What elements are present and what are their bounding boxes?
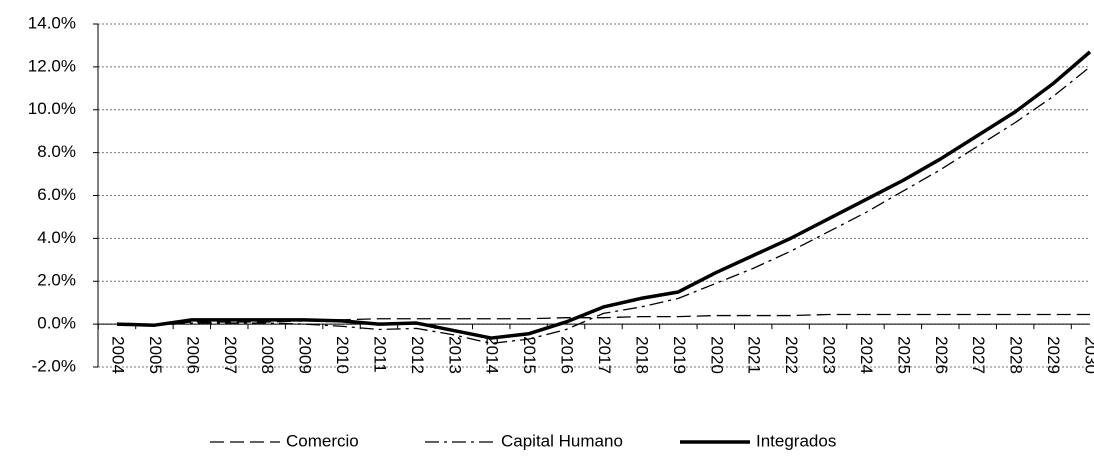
x-tick-label: 2028 [1007,336,1026,374]
y-tick-label: 12.0% [28,56,76,75]
x-tick-label: 2008 [258,336,277,374]
legend-label: Capital Humano [501,431,623,450]
x-tick-label: 2015 [520,336,539,374]
y-tick-label: 6.0% [37,185,76,204]
y-tick-label: 10.0% [28,99,76,118]
x-tick-label: 2010 [333,336,352,374]
y-tick-label: 4.0% [37,228,76,247]
x-tick-label: 2004 [109,336,128,374]
x-tick-label: 2016 [558,336,577,374]
x-tick-label: 2021 [745,336,764,374]
x-tick-label: 2027 [969,336,988,374]
x-tick-label: 2025 [894,336,913,374]
x-tick-label: 2012 [408,336,427,374]
y-tick-label: 2.0% [37,271,76,290]
y-tick-label: -2.0% [32,356,76,375]
y-tick-label: 14.0% [28,13,76,32]
series-line [116,50,1092,340]
y-tick-label: 8.0% [37,142,76,161]
legend-label: Integrados [756,431,836,450]
x-tick-label: 2030 [1082,336,1094,374]
x-tick-label: 2007 [221,336,240,374]
series-line [116,66,1091,345]
x-tick-label: 2024 [857,336,876,374]
x-tick-label: 2011 [370,336,389,373]
x-tick-label: 2014 [483,336,502,374]
x-tick-label: 2022 [782,336,801,374]
x-tick-label: 2020 [707,336,726,374]
x-tick-label: 2019 [670,336,689,374]
x-tick-label: 2005 [146,336,165,374]
x-tick-label: 2013 [445,336,464,374]
y-tick-label: 0.0% [37,314,76,333]
x-tick-label: 2029 [1044,336,1063,374]
legend-label: Comercio [286,431,359,450]
x-tick-label: 2017 [595,336,614,374]
x-tick-label: 2009 [296,336,315,374]
series-line [116,313,1090,326]
x-tick-label: 2006 [183,336,202,374]
x-tick-label: 2026 [932,336,951,374]
x-tick-label: 2023 [820,336,839,374]
x-tick-label: 2018 [632,336,651,374]
